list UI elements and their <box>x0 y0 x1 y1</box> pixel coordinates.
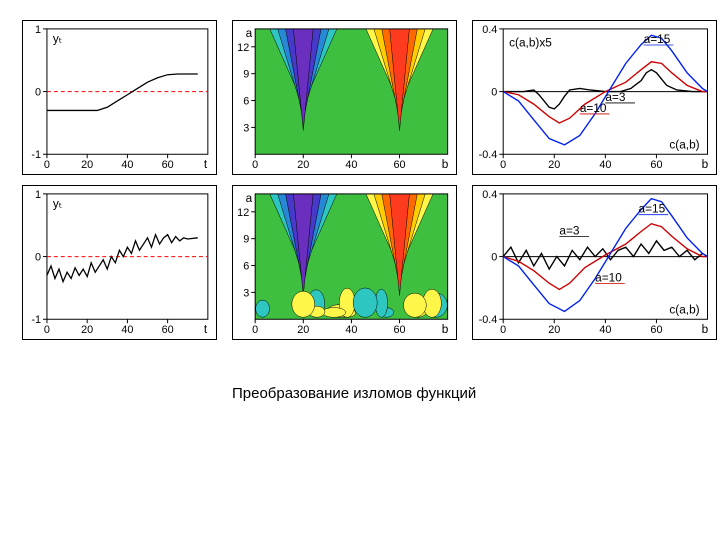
svg-text:40: 40 <box>599 324 611 336</box>
svg-text:1: 1 <box>35 24 41 36</box>
svg-text:0: 0 <box>44 324 50 336</box>
svg-text:20: 20 <box>81 324 93 336</box>
svg-text:3: 3 <box>243 122 249 134</box>
svg-text:a=10: a=10 <box>580 101 607 115</box>
svg-text:b: b <box>442 322 449 336</box>
svg-text:6: 6 <box>243 95 249 107</box>
svg-text:60: 60 <box>162 159 174 171</box>
panel-signal-clean: 0204060-101tyₜ <box>22 20 217 175</box>
panel-wavelet-noisy: 0204060-0.400.4bc(a,b)a=15a=10a=3 <box>472 185 717 340</box>
svg-text:a=3: a=3 <box>559 224 579 238</box>
svg-text:-0.4: -0.4 <box>479 149 498 161</box>
svg-text:12: 12 <box>237 42 249 54</box>
svg-text:20: 20 <box>297 159 309 171</box>
svg-text:a=10: a=10 <box>595 271 622 285</box>
panel-wavelet-clean: 0204060-0.400.4bc(a,b)c(a,b)x5a=15a=10a=… <box>472 20 717 175</box>
svg-text:20: 20 <box>548 159 560 171</box>
svg-text:0: 0 <box>35 252 41 264</box>
svg-text:20: 20 <box>548 324 560 336</box>
svg-text:60: 60 <box>162 324 174 336</box>
svg-text:60: 60 <box>393 159 405 171</box>
svg-text:b: b <box>702 322 709 336</box>
svg-text:a: a <box>246 26 253 40</box>
svg-text:40: 40 <box>599 159 611 171</box>
svg-text:yₜ: yₜ <box>53 197 62 211</box>
svg-text:0: 0 <box>491 87 497 99</box>
svg-text:0.4: 0.4 <box>482 24 497 36</box>
svg-text:c(a,b)x5: c(a,b)x5 <box>509 36 552 50</box>
svg-text:40: 40 <box>121 159 133 171</box>
svg-text:9: 9 <box>243 69 249 81</box>
svg-text:b: b <box>702 157 709 171</box>
svg-text:a=3: a=3 <box>605 90 625 104</box>
svg-text:6: 6 <box>243 260 249 272</box>
svg-text:-1: -1 <box>31 314 41 326</box>
svg-text:b: b <box>442 157 449 171</box>
svg-text:40: 40 <box>121 324 133 336</box>
svg-text:1: 1 <box>35 189 41 201</box>
svg-text:0.4: 0.4 <box>482 189 497 201</box>
svg-text:12: 12 <box>237 207 249 219</box>
chart-grid: 0204060-101tyₜ 020406036912ba 0204060-0.… <box>0 0 720 350</box>
svg-text:0: 0 <box>35 87 41 99</box>
svg-text:c(a,b): c(a,b) <box>669 137 699 151</box>
svg-text:yₜ: yₜ <box>53 32 62 46</box>
svg-text:9: 9 <box>243 234 249 246</box>
svg-text:0: 0 <box>500 324 506 336</box>
svg-text:a: a <box>246 191 253 205</box>
svg-text:-1: -1 <box>31 149 41 161</box>
svg-text:40: 40 <box>345 159 357 171</box>
svg-text:t: t <box>204 157 208 171</box>
svg-text:0: 0 <box>252 324 258 336</box>
svg-text:0: 0 <box>500 159 506 171</box>
svg-text:0: 0 <box>491 252 497 264</box>
svg-text:60: 60 <box>650 159 662 171</box>
svg-text:-0.4: -0.4 <box>479 314 498 326</box>
svg-text:3: 3 <box>243 287 249 299</box>
panel-contour-noisy: 0 20 40 60 3 6 9 12 b a <box>232 185 457 340</box>
svg-text:0: 0 <box>44 159 50 171</box>
svg-text:a=15: a=15 <box>644 32 671 46</box>
svg-text:60: 60 <box>393 324 405 336</box>
caption: Преобразование изломов функций <box>232 385 476 402</box>
svg-text:20: 20 <box>81 159 93 171</box>
svg-text:a=15: a=15 <box>639 202 666 216</box>
svg-text:0: 0 <box>252 159 258 171</box>
svg-text:40: 40 <box>345 324 357 336</box>
svg-text:t: t <box>204 322 208 336</box>
panel-contour-clean: 0 20 40 60 3 6 9 12 b a <box>232 20 457 175</box>
svg-text:c(a,b): c(a,b) <box>669 302 699 316</box>
svg-text:20: 20 <box>297 324 309 336</box>
svg-text:60: 60 <box>650 324 662 336</box>
panel-signal-noisy: 0204060-101tyₜ <box>22 185 217 340</box>
